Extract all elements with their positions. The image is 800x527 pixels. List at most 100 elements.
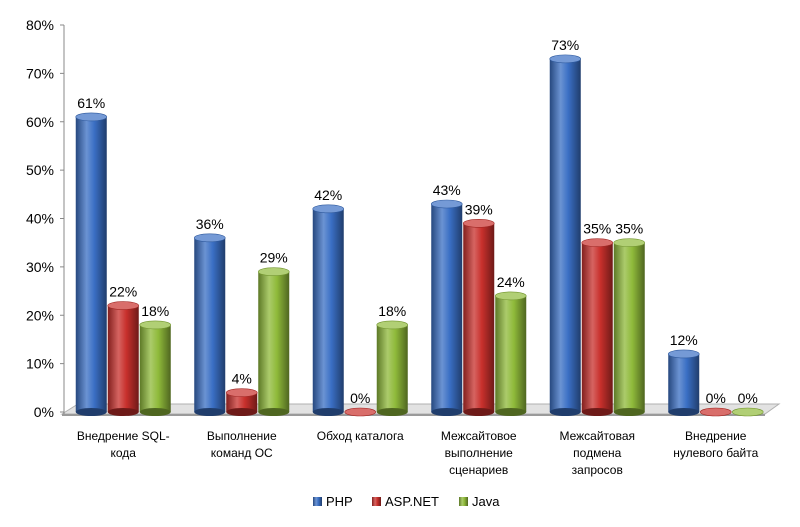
category-label: Обход каталога xyxy=(317,429,404,443)
y-tick-label: 80% xyxy=(26,17,54,33)
data-label-php-4: 73% xyxy=(551,37,579,53)
bar-java-2-base xyxy=(376,408,408,416)
bar-java-2 xyxy=(376,324,408,412)
data-label-java-5: 0% xyxy=(738,390,758,406)
bar-java-0-base xyxy=(139,408,171,416)
bar-php-3-top xyxy=(430,199,463,209)
bar-php-0-top xyxy=(75,112,108,122)
bar-java-4 xyxy=(613,242,645,412)
bar-asp-net-4-base xyxy=(581,408,613,416)
bar-java-4-base xyxy=(613,408,645,416)
legend-swatch-php xyxy=(313,497,322,506)
y-tick-label: 0% xyxy=(34,404,54,420)
bar-asp-net-1-base xyxy=(226,408,258,416)
bar-php-5 xyxy=(668,353,700,412)
category-label-line: запросов xyxy=(572,463,623,477)
bar-php-3-base xyxy=(431,408,463,416)
bar-php-0-base xyxy=(75,408,107,416)
data-label-asp-net-3: 39% xyxy=(465,201,493,217)
y-tick-label: 10% xyxy=(26,356,54,372)
data-label-asp-net-0: 22% xyxy=(109,284,137,300)
y-tick-label: 70% xyxy=(26,65,54,81)
bar-php-1-base xyxy=(194,408,226,416)
category-label: Внедрение нулевого байта xyxy=(673,429,758,460)
data-label-php-3: 43% xyxy=(433,182,461,198)
bar-php-4 xyxy=(549,58,581,413)
bar-asp-net-0-top xyxy=(107,301,140,310)
data-label-asp-net-4: 35% xyxy=(583,221,611,237)
bar-java-5-top xyxy=(731,407,764,417)
bar-php-4-top xyxy=(549,54,582,64)
data-label-java-4: 35% xyxy=(615,221,643,237)
bar-asp-net-3-top xyxy=(462,219,495,228)
bar-php-1 xyxy=(194,237,226,412)
y-tick-label: 40% xyxy=(26,211,54,227)
bars xyxy=(75,54,764,417)
data-label-php-2: 42% xyxy=(314,187,342,203)
data-label-asp-net-2: 0% xyxy=(350,390,370,406)
bar-php-2 xyxy=(312,208,344,412)
bar-php-3 xyxy=(431,203,463,412)
category-label-line: Межсайтовая xyxy=(559,429,635,443)
data-label-asp-net-1: 4% xyxy=(232,371,252,387)
legend-label-asp-net: ASP.NET xyxy=(385,494,439,509)
category-label-line: Внедрение SQL- xyxy=(77,429,170,443)
data-label-php-1: 36% xyxy=(196,216,224,232)
category-label: Выполнение команд ОС xyxy=(207,429,277,460)
legend-label-php: PHP xyxy=(326,494,353,509)
y-tick-label: 20% xyxy=(26,307,54,323)
bar-java-1-base xyxy=(258,408,290,416)
data-label-java-1: 29% xyxy=(260,250,288,266)
bar-asp-net-3-base xyxy=(463,408,495,416)
bar-asp-net-2-top xyxy=(344,407,377,417)
category-label-line: Выполнение xyxy=(207,429,277,443)
category-label: Межсайтовое выполнение сценариев xyxy=(441,429,517,477)
category-label-line: кода xyxy=(111,446,137,460)
bar-php-5-top xyxy=(667,349,700,359)
category-label: Межсайтовая подмена запросов xyxy=(559,429,635,477)
bar-java-0-top xyxy=(139,320,172,330)
bar-asp-net-3 xyxy=(463,223,495,412)
bar-java-1 xyxy=(258,271,290,412)
y-tick-label: 30% xyxy=(26,259,54,275)
bar-java-3-base xyxy=(495,408,527,416)
legend: PHP ASP.NET Java xyxy=(313,494,500,509)
bar-php-2-base xyxy=(312,408,344,416)
bar-asp-net-1-top xyxy=(225,388,258,397)
bar-asp-net-0 xyxy=(107,305,139,412)
bar-asp-net-5-top xyxy=(699,407,732,417)
bar-java-4-top xyxy=(613,238,646,247)
legend-swatch-asp-net xyxy=(372,497,381,506)
bar-php-2-top xyxy=(312,204,345,214)
category-label-line: команд ОС xyxy=(211,446,273,460)
bar-php-5-base xyxy=(668,408,700,416)
category-label-line: выполнение xyxy=(445,446,514,460)
bar-java-2-top xyxy=(376,320,409,330)
x-axis: Внедрение SQL-кода Выполнение команд ОС Обх… xyxy=(77,429,759,477)
bar-asp-net-4 xyxy=(581,242,613,412)
bar-asp-net-4-top xyxy=(581,238,614,247)
category-label-line: Межсайтовое xyxy=(441,429,517,443)
legend-swatch-java xyxy=(459,497,468,506)
category-label-line: Внедрение xyxy=(685,429,747,443)
y-axis: 0% 10% 20% 30% 40% 50% 60% 70% 80% xyxy=(26,17,65,420)
data-label-asp-net-5: 0% xyxy=(706,390,726,406)
category-label-line: сценариев xyxy=(449,463,508,477)
category-label-line: нулевого байта xyxy=(673,446,758,460)
bar-asp-net-1 xyxy=(226,392,258,412)
legend-label-java: Java xyxy=(472,494,500,509)
data-label-php-0: 61% xyxy=(77,95,105,111)
bar-asp-net-0-base xyxy=(107,408,139,416)
bar-php-4-base xyxy=(549,408,581,416)
data-label-java-3: 24% xyxy=(497,274,525,290)
category-label-line: подмена xyxy=(573,446,621,460)
data-label-java-0: 18% xyxy=(141,303,169,319)
category-label-line: Обход каталога xyxy=(317,429,404,443)
data-labels: 61%22%18%36%4%29%42%0%18%43%39%24%73%35%… xyxy=(77,37,758,406)
data-label-java-2: 18% xyxy=(378,303,406,319)
bar-java-3-top xyxy=(494,291,527,301)
y-tick-label: 50% xyxy=(26,162,54,178)
bar-java-0 xyxy=(139,324,171,412)
data-label-php-5: 12% xyxy=(670,332,698,348)
